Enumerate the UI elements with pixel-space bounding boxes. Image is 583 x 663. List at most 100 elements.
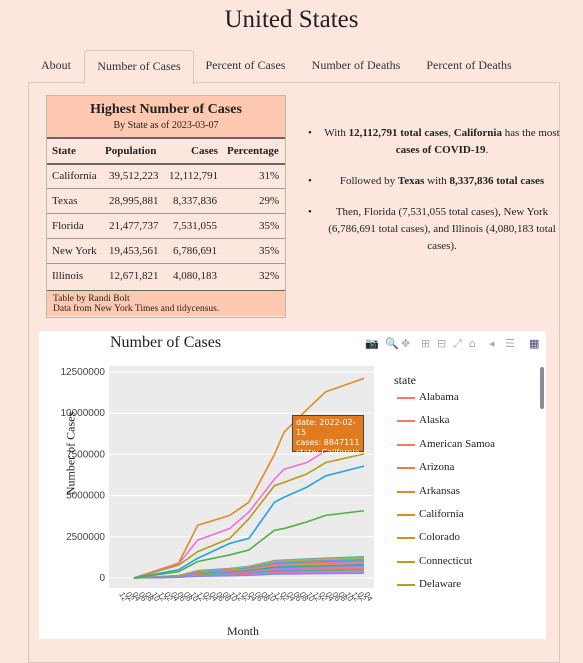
cell-percentage: 32%: [259, 270, 280, 282]
y-ticks: 12500000 10000000 7500000 5000000 2500000 0: [61, 367, 106, 584]
cell-population: 28,995,881: [109, 195, 159, 207]
y-tick-label: 5000000: [66, 491, 105, 502]
cell-percentage: 29%: [259, 195, 280, 207]
text: cases of COVID-19: [395, 144, 486, 156]
cases-table: Highest Number of Cases By State as of 2…: [46, 95, 286, 318]
legend-swatch: [397, 467, 415, 470]
summary-list: • With 12,112,791 total cases, Californi…: [300, 125, 560, 267]
y-tick-label: 0: [99, 573, 105, 584]
legend-scrollbar[interactable]: [540, 367, 544, 409]
autoscale-icon[interactable]: ⤢: [453, 337, 462, 350]
cell-state: Illinois: [52, 270, 84, 282]
legend-swatch: [397, 537, 415, 540]
chart-plot[interactable]: 12500000 10000000 7500000 5000000 2500000 0 1…: [39, 331, 546, 639]
text: has the most: [501, 127, 560, 139]
legend-title: state: [394, 373, 416, 387]
cell-cases: 4,080,183: [173, 270, 217, 282]
tab-percent-of-cases[interactable]: Percent of Cases: [205, 58, 286, 72]
legend-label: American Samoa: [419, 437, 496, 450]
plotly-logo-icon[interactable]: ▦: [529, 337, 540, 350]
series-line[interactable]: [133, 439, 365, 579]
table-row: New York 19,453,561 6,786,691 35%: [47, 238, 285, 264]
legend-swatch: [397, 560, 415, 563]
tab-number-of-deaths[interactable]: Number of Deaths: [311, 58, 401, 72]
text: ,: [448, 127, 454, 139]
cell-cases: 7,531,055: [173, 220, 217, 232]
home-icon[interactable]: ⌂: [469, 337, 476, 350]
state-line: [133, 572, 365, 579]
legend-swatch: [397, 584, 415, 587]
page-title: United States: [224, 6, 359, 33]
legend-label: California: [419, 508, 464, 520]
series-line[interactable]: [133, 377, 365, 579]
y-tick-label: 12500000: [61, 367, 106, 378]
summary-item: • Followed by Texas with 8,337,836 total…: [308, 175, 545, 187]
y-tick-label: 7500000: [66, 449, 105, 460]
table-row: Texas 28,995,881 8,337,836 29%: [47, 188, 285, 214]
series-line[interactable]: [133, 465, 365, 579]
cell-percentage: 35%: [259, 245, 280, 257]
chart-title: Number of Cases: [110, 334, 222, 351]
table-column-headers: State Population Cases Percentage: [47, 138, 285, 165]
series-lines[interactable]: [133, 377, 365, 579]
x-axis-label: Month: [227, 624, 260, 638]
legend-label: Delaware: [419, 578, 462, 591]
cell-cases: 8,337,836: [173, 195, 217, 207]
col-percentage: Percentage: [227, 145, 279, 157]
compare-icon[interactable]: ☰: [505, 337, 515, 350]
legend-swatch: [397, 490, 415, 493]
legend-swatch: [397, 443, 415, 446]
table-footer: Table by Randi Bolt Data from New York T…: [47, 290, 285, 316]
y-axis-label: Number of Cases: [63, 411, 78, 496]
tooltip-cases: cases: 8847111: [296, 438, 360, 447]
legend-label: Connecticut: [419, 554, 473, 567]
table-source: Data from New York Times and tidycensus.: [53, 304, 220, 314]
tab-percent-of-deaths[interactable]: Percent of Deaths: [426, 58, 512, 72]
cell-population: 21,477,737: [109, 220, 159, 232]
text: California: [453, 127, 502, 139]
zoom-out-icon[interactable]: ⊟: [437, 337, 447, 350]
col-state: State: [52, 145, 76, 157]
text: 8,337,836 total cases: [449, 175, 545, 187]
camera-icon[interactable]: 📷: [365, 337, 379, 350]
col-cases: Cases: [191, 145, 218, 157]
tab-number-of-cases[interactable]: Number of Cases: [84, 50, 194, 84]
tab-about[interactable]: About: [41, 58, 71, 72]
legend-label: Alabama: [419, 391, 459, 403]
text: .: [485, 144, 489, 156]
pan-icon[interactable]: ✥: [401, 337, 411, 350]
series-line[interactable]: [133, 453, 365, 579]
zoom-icon[interactable]: 🔍: [385, 337, 399, 350]
text: With: [324, 127, 349, 139]
text: with: [424, 175, 450, 187]
cases-chart[interactable]: Number of Cases 📷 🔍 ✥ ⊞ ⊟ ⤢ ⌂ ◂ ☰ ▦ 1250…: [39, 331, 546, 639]
legend-swatch: [397, 514, 415, 516]
cell-state: Texas: [52, 195, 78, 207]
tooltip-state: state: California: [296, 448, 360, 457]
legend-label: Arkansas: [419, 484, 460, 497]
cell-population: 12,671,821: [109, 270, 159, 282]
table-header: Highest Number of Cases By State as of 2…: [47, 96, 285, 139]
table-credit: Table by Randi Bolt: [53, 294, 130, 304]
y-tick-label: 2500000: [66, 532, 105, 543]
cell-state: New York: [52, 245, 97, 257]
legend-label: Colorado: [419, 531, 460, 544]
chart-modebar: 📷 🔍 ✥ ⊞ ⊟ ⤢ ⌂ ◂ ☰ ▦: [365, 337, 545, 351]
hover-tooltip: date: 2022-02-15 cases: 8847111 state: C…: [292, 415, 364, 457]
grid: [109, 371, 374, 579]
x-ticks: 1202040608101202040608101202040608101202…: [117, 591, 375, 604]
spike-lines-icon[interactable]: ◂: [489, 337, 495, 350]
cell-population: 19,453,561: [109, 245, 159, 257]
table-row: California 39,512,223 12,112,791 31%: [47, 163, 285, 189]
legend-label: Alaska: [419, 414, 450, 427]
text: 12,112,791 total cases: [348, 127, 449, 139]
zoom-in-icon[interactable]: ⊞: [421, 337, 431, 350]
cell-cases: 6,786,691: [173, 245, 217, 257]
legend-swatch: [397, 397, 415, 399]
cell-state: Florida: [52, 220, 84, 232]
cell-cases: 12,112,791: [169, 170, 219, 182]
cell-state: California: [52, 170, 97, 182]
series-line[interactable]: [133, 509, 365, 579]
tooltip-date: date: 2022-02-15: [296, 418, 356, 437]
cell-percentage: 31%: [259, 170, 280, 182]
